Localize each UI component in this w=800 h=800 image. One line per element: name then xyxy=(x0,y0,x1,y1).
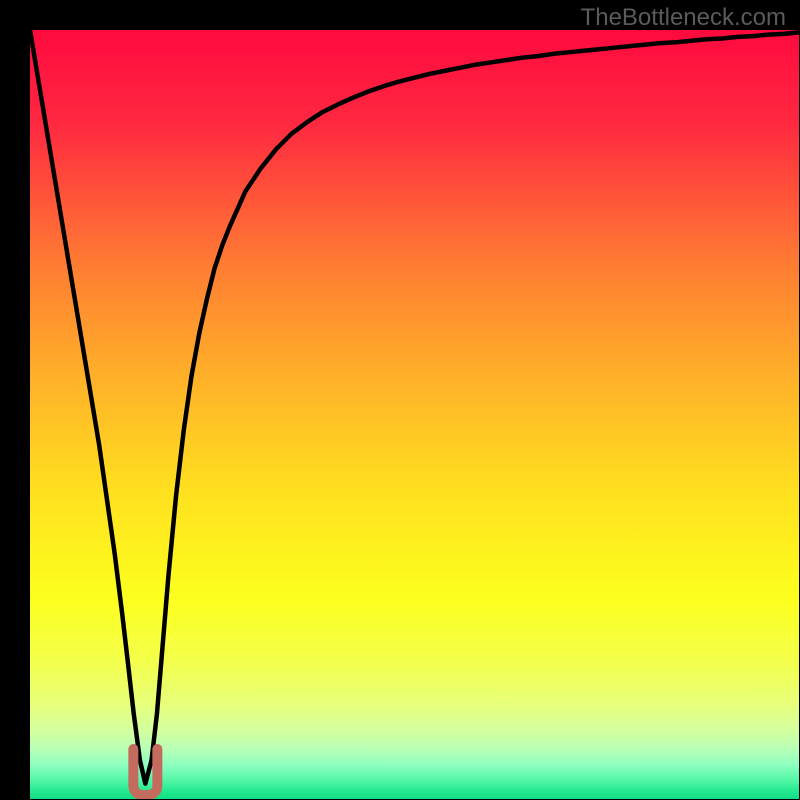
bottleneck-curve xyxy=(30,30,799,784)
dip-marker xyxy=(133,749,157,795)
plot-area xyxy=(30,30,799,799)
curves-svg xyxy=(30,30,799,799)
watermark-text: TheBottleneck.com xyxy=(581,4,786,32)
chart-container: TheBottleneck.com xyxy=(0,0,800,800)
